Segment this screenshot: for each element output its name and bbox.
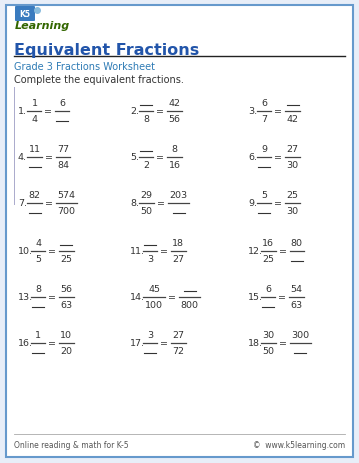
- Text: 700: 700: [58, 207, 76, 216]
- Text: 42: 42: [169, 99, 181, 108]
- FancyBboxPatch shape: [6, 6, 353, 457]
- Text: 77: 77: [57, 145, 69, 154]
- Text: Grade 3 Fractions Worksheet: Grade 3 Fractions Worksheet: [14, 62, 155, 72]
- Text: 42: 42: [287, 115, 299, 124]
- Text: =: =: [45, 107, 52, 116]
- Text: 9.: 9.: [248, 199, 257, 208]
- Text: =: =: [48, 247, 56, 256]
- Text: =: =: [168, 293, 176, 302]
- Text: =: =: [275, 153, 283, 162]
- Text: 3: 3: [147, 331, 153, 340]
- Text: 203: 203: [169, 191, 188, 200]
- Text: 300: 300: [292, 331, 309, 340]
- Text: 30: 30: [262, 331, 275, 340]
- Text: 63: 63: [290, 301, 303, 310]
- Text: 5: 5: [261, 191, 267, 200]
- Text: 2.: 2.: [130, 107, 139, 116]
- FancyBboxPatch shape: [15, 7, 35, 22]
- Text: 72: 72: [172, 347, 185, 356]
- Text: 25: 25: [262, 255, 274, 264]
- Text: ©  www.k5learning.com: © www.k5learning.com: [253, 441, 345, 450]
- Text: 2: 2: [144, 161, 149, 170]
- Text: 6.: 6.: [248, 153, 257, 162]
- Text: 18.: 18.: [248, 339, 263, 348]
- Text: 6: 6: [60, 99, 65, 108]
- Text: 13.: 13.: [18, 293, 33, 302]
- Text: =: =: [48, 339, 56, 348]
- Text: 30: 30: [286, 161, 299, 170]
- Text: 4.: 4.: [18, 153, 27, 162]
- Text: 82: 82: [29, 191, 41, 200]
- Text: 10: 10: [60, 331, 73, 340]
- Text: 5: 5: [35, 255, 41, 264]
- Text: =: =: [160, 247, 168, 256]
- Text: 1: 1: [32, 99, 37, 108]
- Text: 6: 6: [261, 99, 267, 108]
- Text: 84: 84: [57, 161, 69, 170]
- Text: Learning: Learning: [15, 21, 70, 31]
- Text: 8: 8: [35, 285, 41, 294]
- Text: 6: 6: [265, 285, 271, 294]
- Text: 54: 54: [290, 285, 302, 294]
- Text: 10.: 10.: [18, 247, 33, 256]
- Text: 45: 45: [148, 285, 160, 294]
- Text: 8.: 8.: [130, 199, 139, 208]
- Text: K5: K5: [19, 10, 31, 19]
- Text: =: =: [157, 153, 164, 162]
- Text: 16: 16: [169, 161, 181, 170]
- Text: 800: 800: [181, 301, 199, 310]
- Text: 50: 50: [141, 207, 153, 216]
- Text: 3: 3: [147, 255, 153, 264]
- Text: 7: 7: [261, 115, 267, 124]
- Text: 11.: 11.: [130, 247, 145, 256]
- Text: 50: 50: [262, 347, 274, 356]
- Text: 80: 80: [291, 239, 303, 248]
- Text: 30: 30: [286, 207, 299, 216]
- Text: 15.: 15.: [248, 293, 263, 302]
- Text: 8: 8: [172, 145, 178, 154]
- Text: 1.: 1.: [18, 107, 27, 116]
- Text: 4: 4: [32, 115, 37, 124]
- Text: 27: 27: [172, 331, 185, 340]
- Text: 18: 18: [172, 239, 185, 248]
- Text: 12.: 12.: [248, 247, 263, 256]
- Text: 11: 11: [29, 145, 41, 154]
- Text: Equivalent Fractions: Equivalent Fractions: [14, 43, 199, 57]
- Text: 25: 25: [287, 191, 299, 200]
- Text: 8: 8: [144, 115, 149, 124]
- Text: 4: 4: [35, 239, 41, 248]
- Text: =: =: [45, 199, 53, 208]
- Text: Complete the equivalent fractions.: Complete the equivalent fractions.: [14, 75, 184, 85]
- Text: 9: 9: [261, 145, 267, 154]
- Text: =: =: [279, 247, 286, 256]
- Text: 56: 56: [60, 285, 73, 294]
- Text: =: =: [45, 153, 53, 162]
- Text: 17.: 17.: [130, 339, 145, 348]
- Text: 100: 100: [145, 301, 163, 310]
- Text: =: =: [157, 107, 164, 116]
- Text: =: =: [48, 293, 56, 302]
- Text: 1: 1: [35, 331, 41, 340]
- Text: 16.: 16.: [18, 339, 33, 348]
- Text: 14.: 14.: [130, 293, 145, 302]
- Text: 56: 56: [169, 115, 181, 124]
- Text: 20: 20: [60, 347, 73, 356]
- Text: 29: 29: [141, 191, 153, 200]
- Text: =: =: [279, 339, 286, 348]
- Text: 574: 574: [58, 191, 76, 200]
- Text: 27: 27: [172, 255, 185, 264]
- Text: 25: 25: [60, 255, 73, 264]
- Text: =: =: [275, 199, 283, 208]
- Text: 5.: 5.: [130, 153, 139, 162]
- Text: 16: 16: [262, 239, 274, 248]
- Text: 7.: 7.: [18, 199, 27, 208]
- Text: =: =: [160, 339, 168, 348]
- Text: =: =: [278, 293, 286, 302]
- Text: Online reading & math for K-5: Online reading & math for K-5: [14, 441, 129, 450]
- Text: =: =: [275, 107, 283, 116]
- Text: 63: 63: [60, 301, 73, 310]
- Text: =: =: [157, 199, 165, 208]
- Text: 3.: 3.: [248, 107, 257, 116]
- Text: 27: 27: [287, 145, 299, 154]
